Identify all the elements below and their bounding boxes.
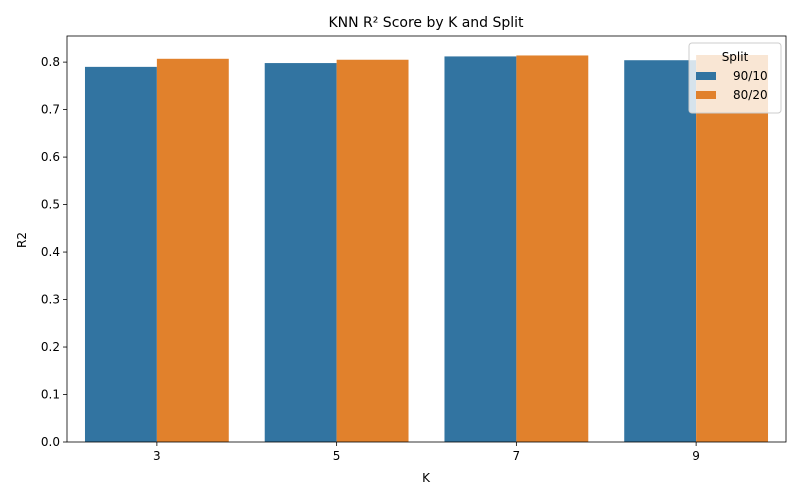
- y-tick-label: 0.5: [41, 198, 60, 212]
- chart-title: KNN R² Score by K and Split: [328, 15, 524, 31]
- legend-label-90-10: 90/10: [733, 69, 768, 83]
- bars-layer: [84, 54, 769, 443]
- bar-80-20-k5: [336, 59, 409, 443]
- bar-80-20-k7: [516, 55, 589, 443]
- y-tick-label: 0.4: [41, 245, 60, 259]
- x-tick-label: 7: [513, 449, 521, 463]
- y-tick-label: 0.2: [41, 340, 60, 354]
- y-tick-label: 0.1: [41, 388, 60, 402]
- y-tick-label: 0.7: [41, 103, 60, 117]
- legend-title: Split: [722, 50, 749, 64]
- legend-swatch-80-20: [696, 91, 716, 99]
- legend-items: 90/10 80/20: [696, 69, 768, 102]
- bar-90-10-k5: [264, 63, 337, 443]
- bar-90-10-k7: [444, 56, 517, 443]
- y-tick-label: 0.6: [41, 150, 60, 164]
- x-tick-label: 3: [153, 449, 161, 463]
- x-tick-label: 5: [333, 449, 341, 463]
- legend: Split 90/10 80/20: [688, 42, 782, 114]
- y-tick-label: 0.0: [41, 435, 60, 449]
- bar-80-20-k3: [156, 58, 229, 443]
- y-tick-label: 0.3: [41, 293, 60, 307]
- legend-swatch-90-10: [696, 72, 716, 80]
- y-axis-label: R2: [15, 232, 29, 248]
- plot-frame: [66, 35, 787, 443]
- axes-layer: 0.0 0.1 0.2 0.3 0.4 0.5 0.6 0.7 0.8 3 5 7 9: [41, 35, 787, 463]
- x-axis-label: K: [422, 471, 431, 485]
- legend-label-80-20: 80/20: [733, 88, 768, 102]
- bar-90-10-k9: [624, 60, 697, 443]
- bar-90-10-k3: [84, 66, 157, 443]
- x-tick-label: 9: [692, 449, 700, 463]
- bar-80-20-k9: [696, 54, 769, 443]
- y-tick-label: 0.8: [41, 55, 60, 69]
